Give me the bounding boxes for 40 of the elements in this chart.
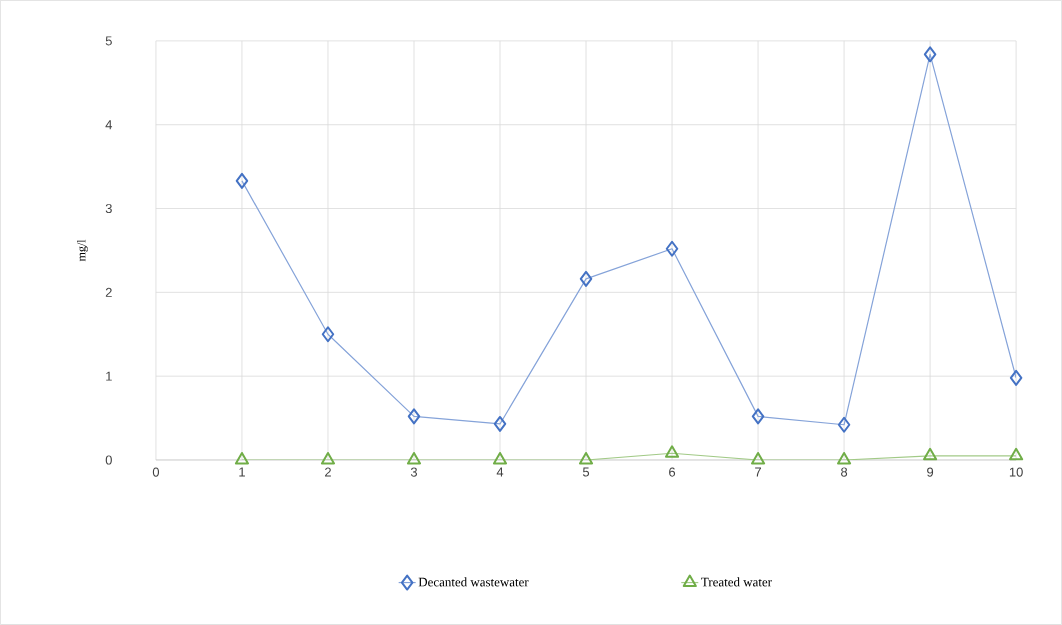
- point: [578, 452, 594, 465]
- y-tick-label: 3: [105, 203, 112, 214]
- x-tick-label: 7: [755, 467, 761, 477]
- y-tick-label: 0: [105, 455, 112, 465]
- x-tick-label: 6: [669, 467, 676, 477]
- x-tick-label: 3: [410, 467, 418, 477]
- point: [837, 452, 852, 465]
- x-tick-label: 10: [1009, 467, 1023, 477]
- x-tick-label: 5: [582, 467, 590, 477]
- point: [923, 46, 937, 63]
- y-tick-label: 1: [106, 371, 112, 381]
- legend-label: Treated water: [701, 577, 772, 587]
- point: [664, 445, 680, 458]
- x-tick-label: 2: [325, 467, 331, 477]
- legend-label: Decanted wastewater: [418, 577, 529, 587]
- point: [492, 452, 508, 465]
- point: [406, 452, 422, 465]
- point: [751, 408, 765, 425]
- y-tick-label: 2: [105, 287, 112, 297]
- x-tick-label: 0: [152, 467, 160, 477]
- point: [837, 416, 851, 433]
- y-tick-label: 5: [105, 36, 112, 46]
- point: [1009, 447, 1024, 461]
- point: [407, 408, 421, 425]
- point: [1009, 369, 1023, 386]
- point: [923, 447, 938, 461]
- point: [234, 452, 250, 465]
- point: [579, 270, 593, 287]
- x-tick-label: 9: [927, 467, 934, 477]
- point: [321, 326, 335, 343]
- y-tick-label: 4: [105, 120, 113, 130]
- x-tick-label: 8: [841, 467, 848, 477]
- point: [493, 415, 507, 432]
- point: [320, 452, 336, 465]
- point: [665, 240, 679, 257]
- point: [750, 452, 766, 465]
- x-tick-label: 4: [496, 467, 504, 477]
- point: [235, 172, 249, 189]
- y-axis-title: mg/l: [77, 239, 88, 262]
- x-tick-label: 1: [239, 467, 245, 477]
